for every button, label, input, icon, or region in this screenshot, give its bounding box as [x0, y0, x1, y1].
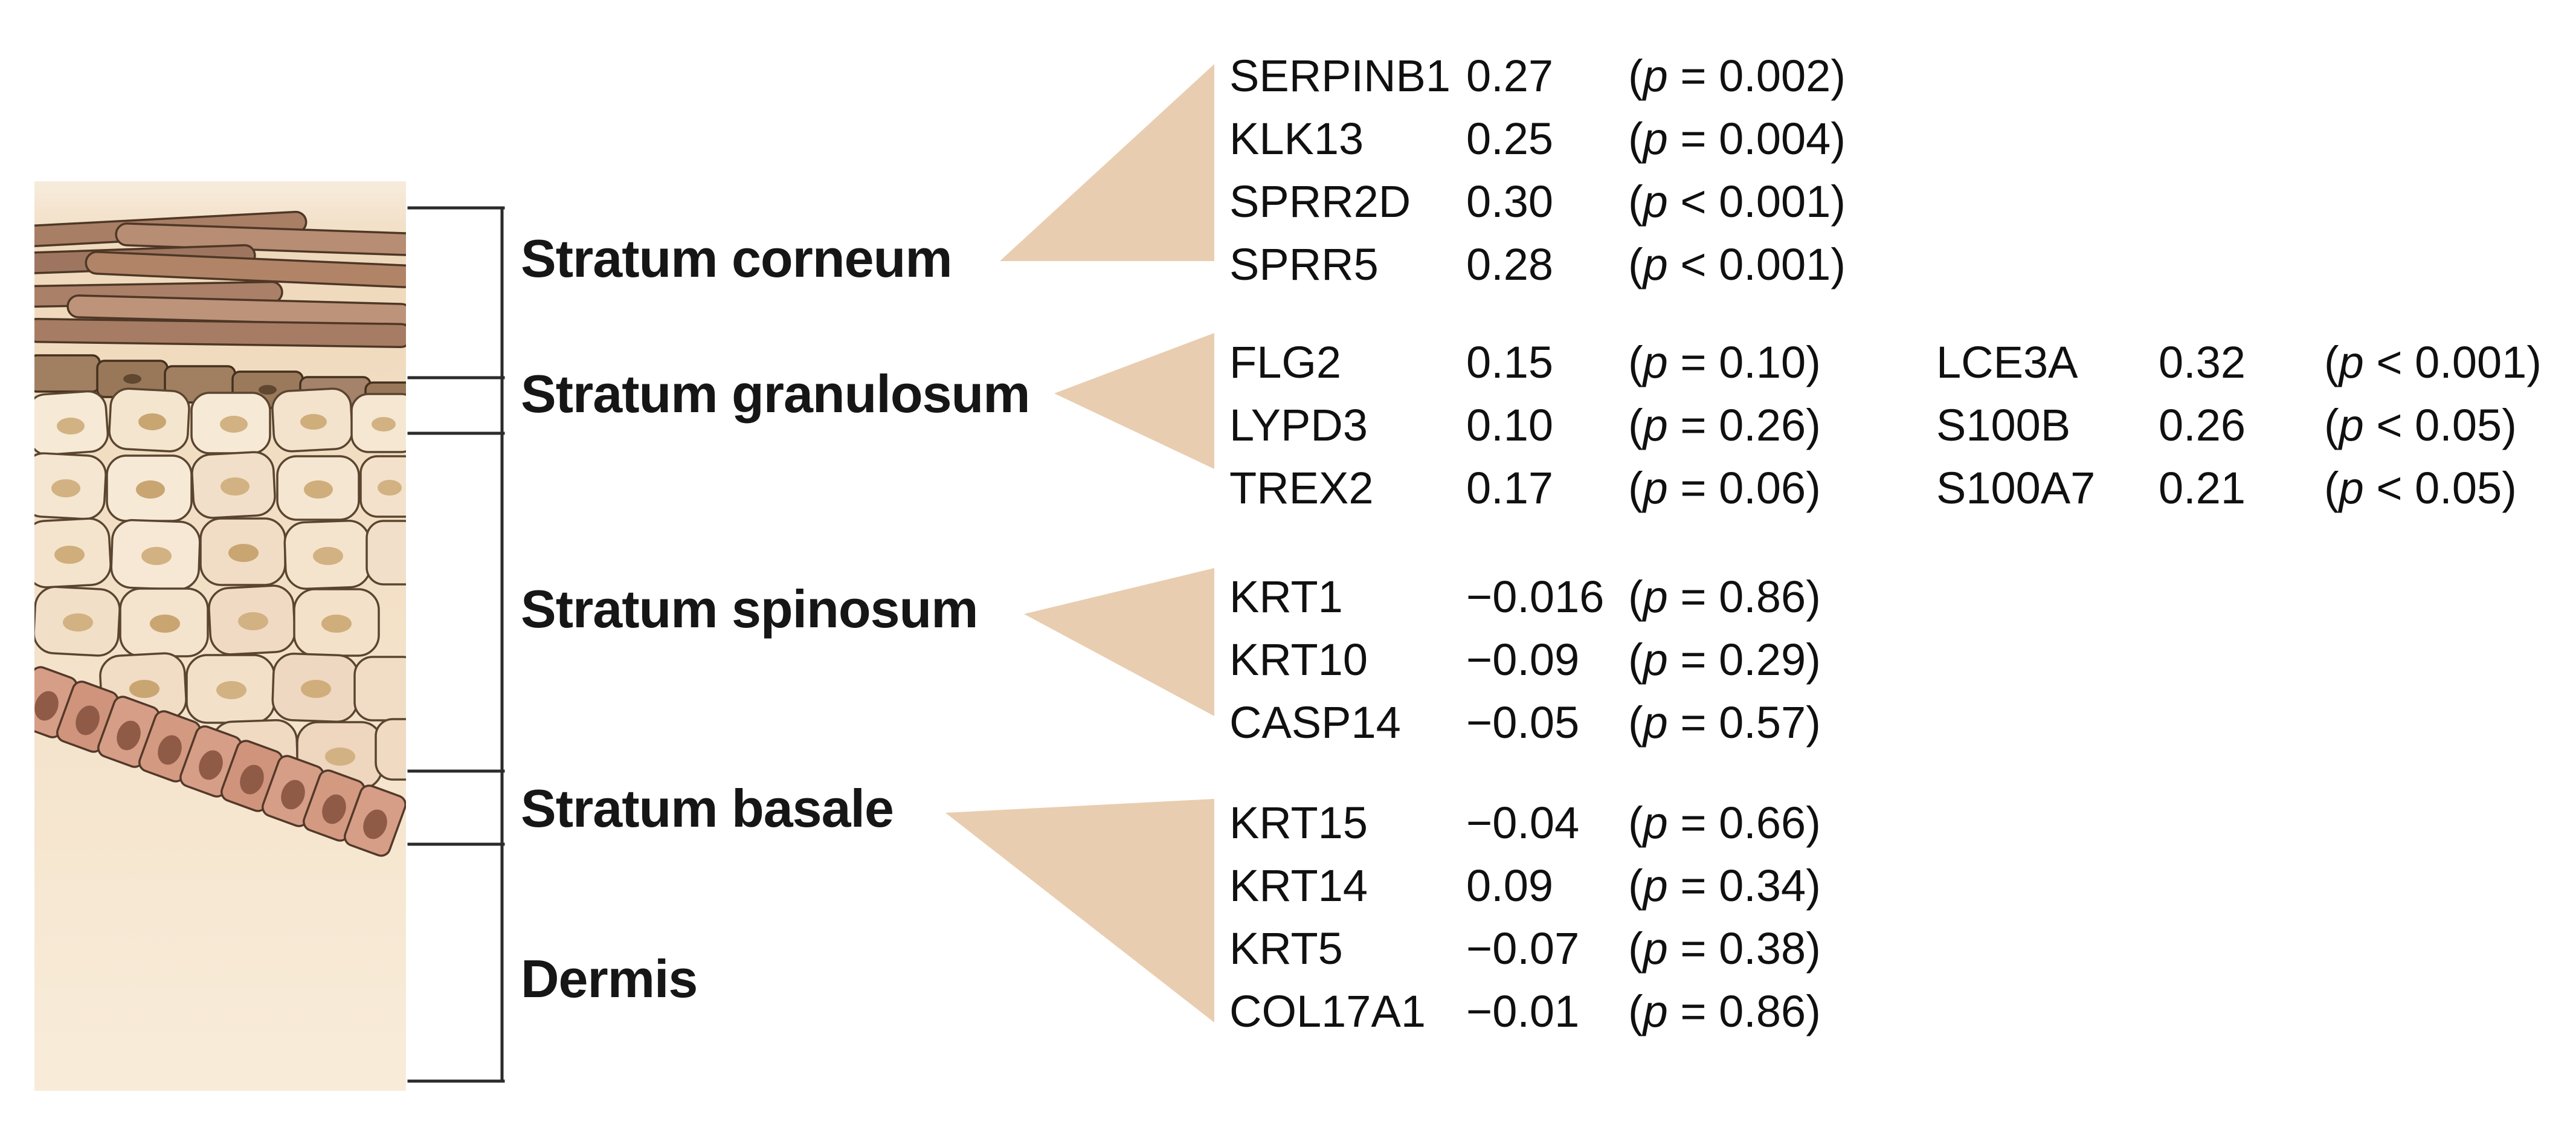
gene-value: −0.07: [1466, 923, 1580, 974]
gene-value: 0.27: [1466, 51, 1554, 101]
gene-name: S100A7: [1936, 463, 2096, 513]
gene-pvalue: (p = 0.57): [1628, 697, 1821, 748]
gene-value: 0.21: [2159, 463, 2246, 513]
gene-pvalue: (p < 0.001): [2324, 337, 2542, 387]
gene-name: KRT1: [1229, 572, 1343, 622]
gene-name: S100B: [1936, 400, 2071, 450]
gene-row: KRT1 −0.016 (p = 0.86): [1229, 566, 2105, 628]
gene-row: SERPINB1 0.27 (p = 0.002): [1229, 45, 2105, 108]
gene-pvalue: (p = 0.10): [1628, 337, 1821, 387]
basale-cells: [34, 666, 406, 857]
gene-pvalue: (p = 0.34): [1628, 861, 1821, 911]
gene-row: TREX2 0.17 (p = 0.06): [1229, 457, 2105, 520]
spinosum-cells: [34, 387, 406, 790]
gene-name: COL17A1: [1229, 986, 1426, 1036]
gene-value: −0.016: [1466, 572, 1605, 622]
gene-name: SPRR2D: [1229, 176, 1411, 227]
gene-value: 0.26: [2159, 400, 2246, 450]
gene-pvalue: (p < 0.001): [1628, 176, 1846, 227]
gene-name: FLG2: [1229, 337, 1342, 387]
layer-label-granulosum: Stratum granulosum: [521, 364, 1031, 424]
layer-label-dermis: Dermis: [521, 949, 698, 1009]
gene-pvalue: (p = 0.06): [1628, 463, 1821, 513]
gene-row: S100A7 0.21 (p < 0.05): [1936, 457, 2576, 520]
connector-triangle-spinosum: [1024, 568, 1214, 716]
gene-pvalue: (p < 0.05): [2324, 463, 2517, 513]
gene-pvalue: (p < 0.05): [2324, 400, 2517, 450]
connector-triangle-basale: [945, 799, 1214, 1022]
layer-label-corneum: Stratum corneum: [521, 228, 953, 288]
gene-name: KRT14: [1229, 861, 1368, 911]
gene-value: −0.09: [1466, 635, 1580, 685]
gene-name: LCE3A: [1936, 337, 2078, 387]
gene-pvalue: (p = 0.002): [1628, 51, 1846, 101]
gene-row: KRT14 0.09 (p = 0.34): [1229, 854, 2105, 917]
layer-label-spinosum: Stratum spinosum: [521, 579, 979, 639]
gene-pvalue: (p < 0.001): [1628, 239, 1846, 289]
gene-row: S100B 0.26 (p < 0.05): [1936, 394, 2576, 457]
gene-row: KRT10 −0.09 (p = 0.29): [1229, 628, 2105, 691]
gene-name: TREX2: [1229, 463, 1374, 513]
gene-row: COL17A1 −0.01 (p = 0.86): [1229, 980, 2105, 1043]
gene-value: 0.09: [1466, 861, 1554, 911]
gene-pvalue: (p = 0.66): [1628, 798, 1821, 848]
gene-value: 0.15: [1466, 337, 1554, 387]
gene-name: SERPINB1: [1229, 51, 1451, 101]
gene-row: FLG2 0.15 (p = 0.10): [1229, 331, 2105, 394]
gene-value: −0.01: [1466, 986, 1580, 1036]
gene-row: CASP14 −0.05 (p = 0.57): [1229, 691, 2105, 754]
gene-row: SPRR2D 0.30 (p < 0.001): [1229, 170, 2105, 233]
gene-value: 0.10: [1466, 400, 1554, 450]
gene-value: −0.05: [1466, 697, 1580, 748]
gene-name: KLK13: [1229, 114, 1364, 164]
connector-triangle-granulosum: [1054, 333, 1214, 469]
gene-row: KRT5 −0.07 (p = 0.38): [1229, 917, 2105, 980]
gene-value: 0.25: [1466, 114, 1554, 164]
gene-name: KRT10: [1229, 635, 1368, 685]
gene-pvalue: (p = 0.29): [1628, 635, 1821, 685]
gene-value: 0.32: [2159, 337, 2246, 387]
gene-row: LYPD3 0.10 (p = 0.26): [1229, 394, 2105, 457]
layer-label-basale: Stratum basale: [521, 778, 894, 838]
gene-value: 0.28: [1466, 239, 1554, 289]
connector-triangle-corneum: [1000, 64, 1214, 261]
gene-pvalue: (p = 0.86): [1628, 986, 1821, 1036]
gene-row: LCE3A 0.32 (p < 0.001): [1936, 331, 2576, 394]
gene-pvalue: (p = 0.38): [1628, 923, 1821, 974]
gene-pvalue: (p = 0.004): [1628, 114, 1846, 164]
layer-bracket: [407, 206, 505, 1083]
gene-name: KRT5: [1229, 923, 1343, 974]
gene-name: LYPD3: [1229, 400, 1368, 450]
gene-row: KRT15 −0.04 (p = 0.66): [1229, 792, 2105, 854]
gene-value: 0.17: [1466, 463, 1554, 513]
gene-pvalue: (p = 0.26): [1628, 400, 1821, 450]
gene-value: −0.04: [1466, 798, 1580, 848]
corneum-cells: [34, 210, 406, 348]
gene-row: KLK13 0.25 (p = 0.004): [1229, 108, 2105, 170]
connector-triangles: [945, 64, 1214, 1022]
gene-name: KRT15: [1229, 798, 1368, 848]
gene-value: 0.30: [1466, 176, 1554, 227]
skin-cross-section-illustration: [34, 181, 406, 1091]
gene-name: CASP14: [1229, 697, 1401, 748]
gene-pvalue: (p = 0.86): [1628, 572, 1821, 622]
gene-row: SPRR5 0.28 (p < 0.001): [1229, 233, 2105, 296]
gene-name: SPRR5: [1229, 239, 1379, 289]
